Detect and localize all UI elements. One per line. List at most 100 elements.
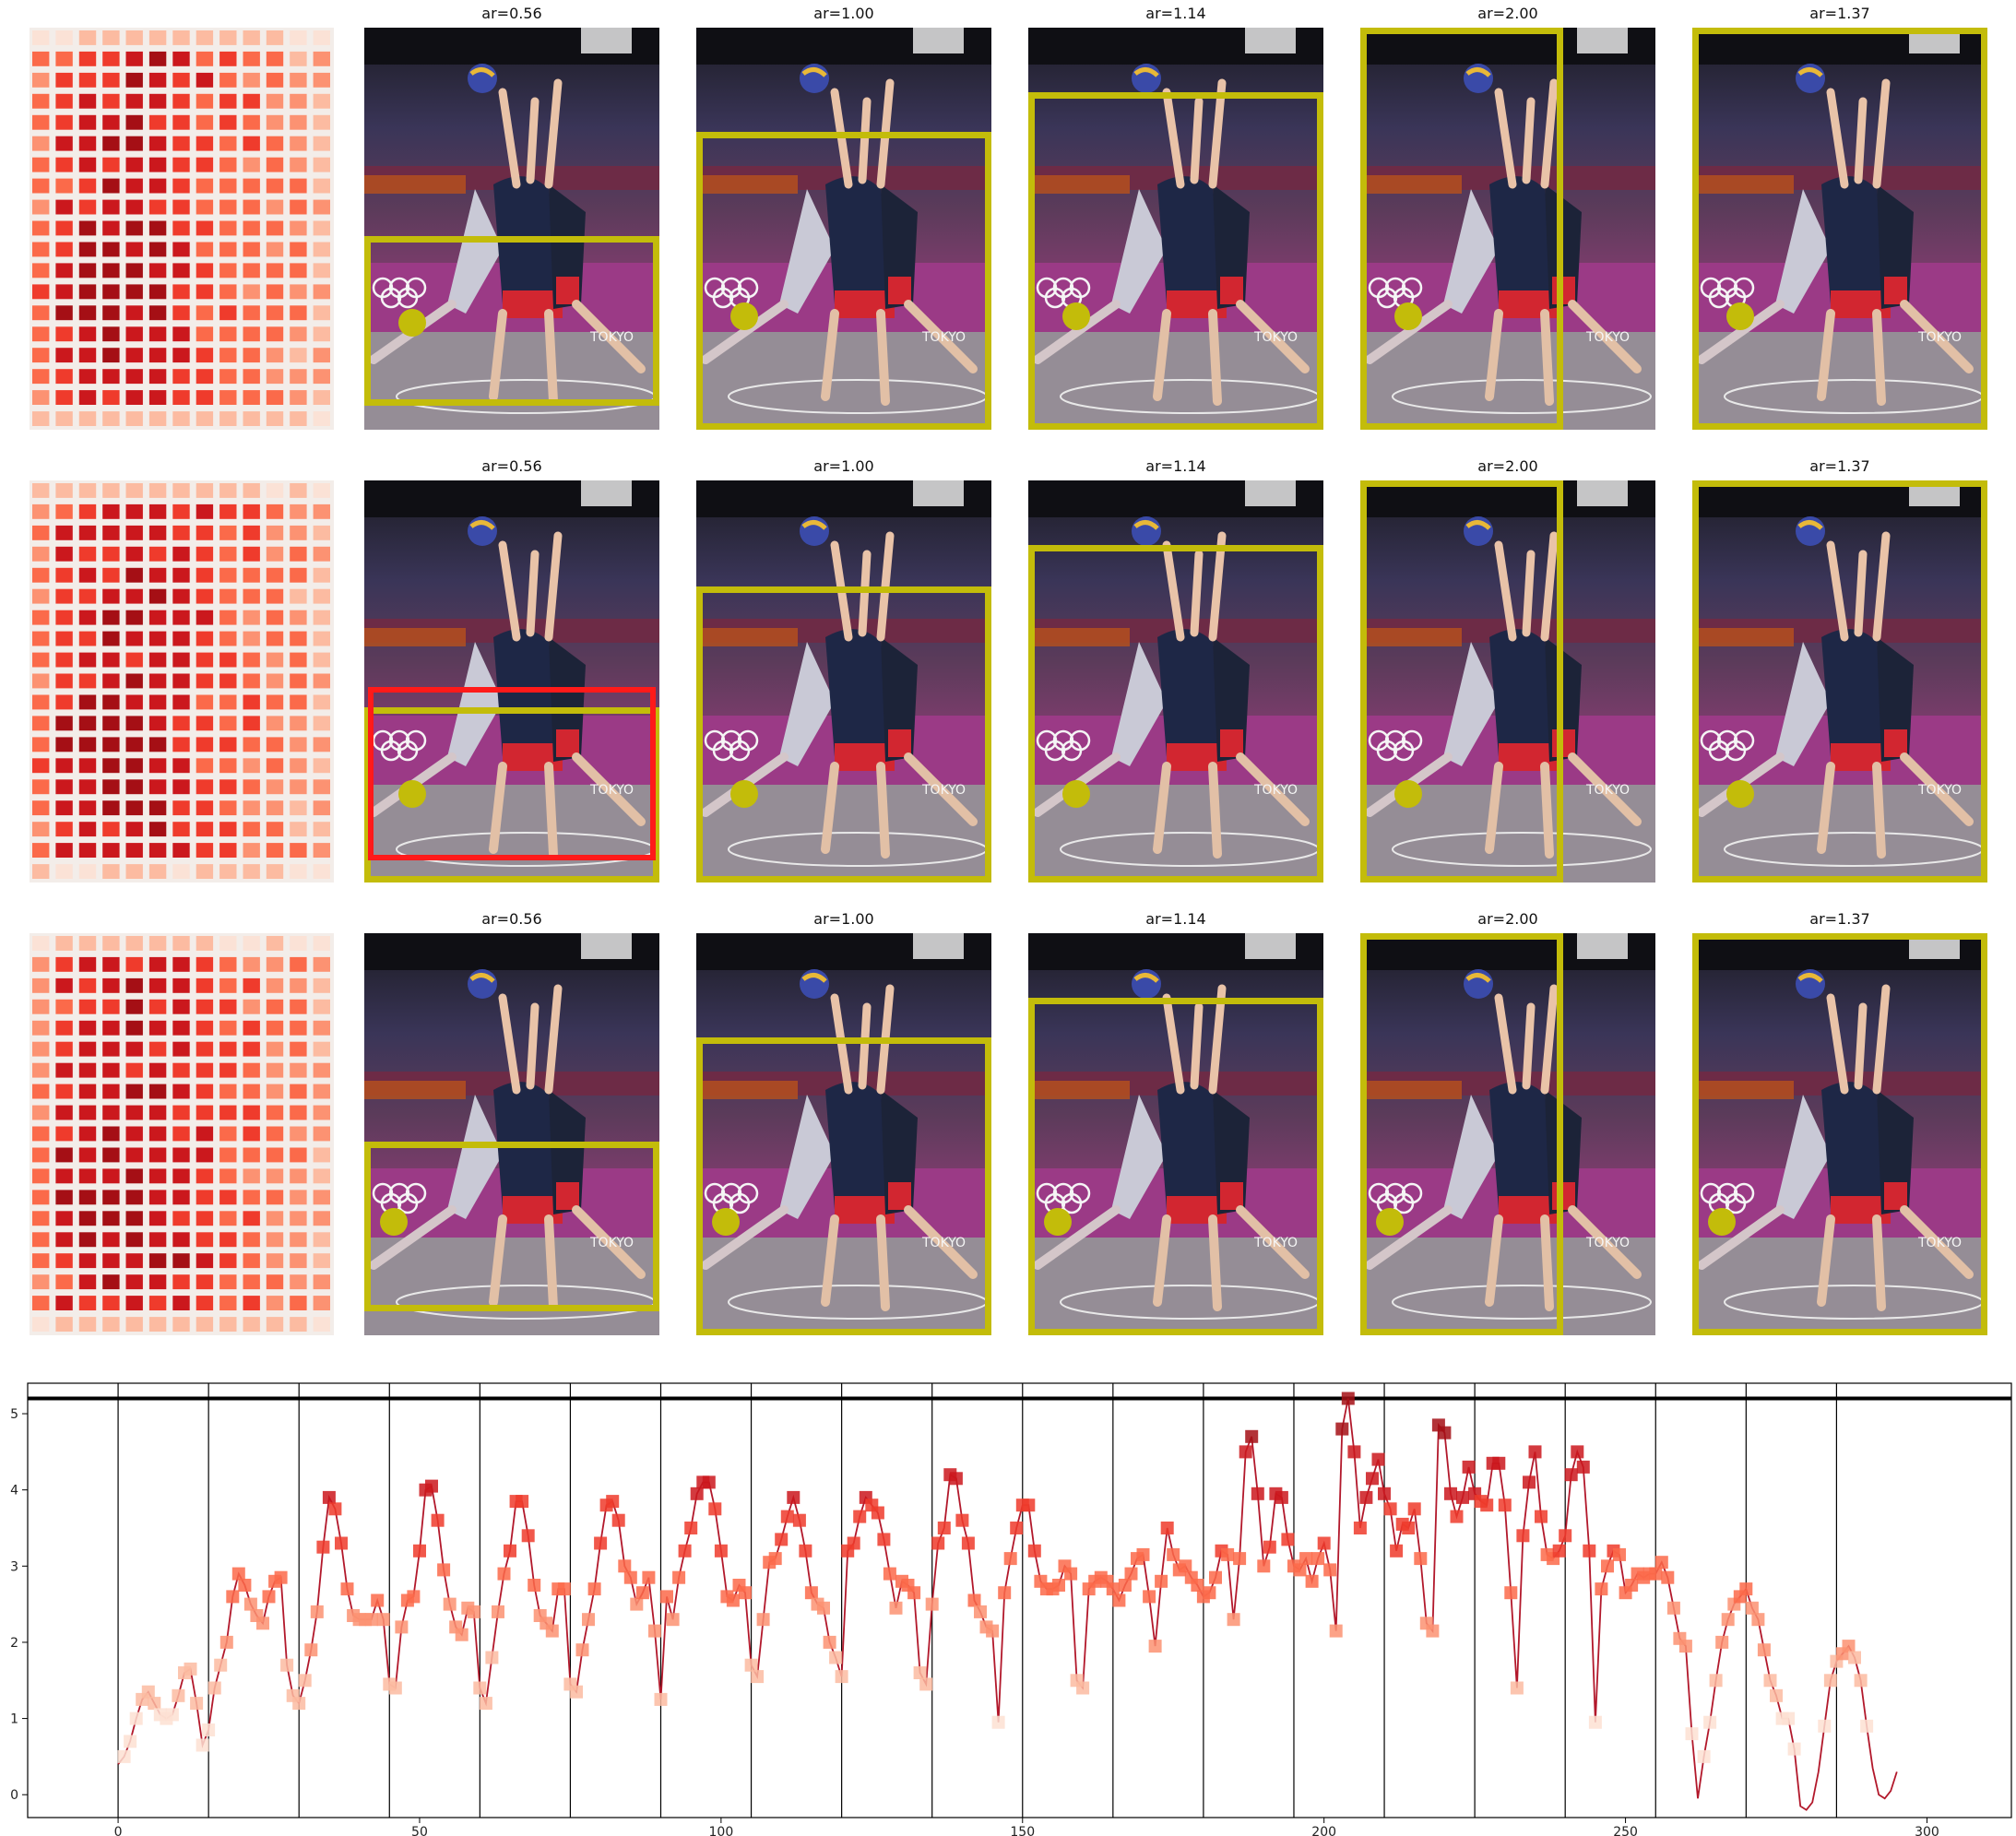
crop-box — [1692, 480, 1987, 882]
heatmap-cell — [102, 93, 120, 109]
heatmap-cell — [148, 51, 167, 66]
heatmap-cell — [125, 673, 143, 689]
heatmap-cell — [78, 51, 97, 66]
heatmap-cell — [196, 936, 214, 951]
heatmap-cell — [125, 822, 143, 837]
data-point — [847, 1536, 860, 1550]
data-point — [467, 1605, 480, 1618]
heatmap-cell — [313, 30, 330, 45]
panel-title: ar=0.56 — [481, 910, 542, 928]
heatmap-cell — [172, 588, 190, 604]
heatmap-cell — [219, 114, 237, 130]
heatmap-cell — [125, 956, 143, 972]
data-point — [949, 1472, 963, 1486]
data-point — [991, 1715, 1005, 1729]
heatmap-cell — [148, 30, 167, 45]
heatmap-cell — [125, 1232, 143, 1248]
heatmap-cell — [290, 843, 307, 858]
heatmap-cell — [243, 999, 260, 1014]
data-point — [274, 1570, 288, 1584]
heatmap-cell — [102, 1190, 120, 1205]
heatmap-cell — [148, 800, 167, 816]
heatmap-cell — [78, 30, 97, 45]
photo-panel: TOKYO — [1360, 28, 1655, 430]
heatmap-cell — [290, 178, 307, 194]
heatmap-cell — [55, 1041, 73, 1057]
heatmap-cell — [148, 1317, 167, 1332]
data-point — [1559, 1529, 1572, 1543]
data-point — [684, 1522, 698, 1534]
data-point — [1010, 1522, 1024, 1534]
heatmap-cell — [266, 326, 284, 342]
heatmap-cell — [290, 588, 307, 604]
heatmap-cell — [313, 1296, 330, 1310]
data-point — [1625, 1579, 1639, 1592]
heatmap-cell — [78, 1274, 97, 1290]
heatmap-cell — [55, 1168, 73, 1184]
heatmap-cell — [313, 157, 330, 172]
heatmap-cell — [172, 1062, 190, 1078]
heatmap-cell — [266, 1274, 284, 1290]
heatmap-cell — [125, 567, 143, 583]
heatmap-cell — [32, 716, 50, 731]
heatmap-cell — [32, 483, 50, 498]
y-tick-label: 1 — [10, 1712, 18, 1727]
heatmap-cell — [32, 936, 50, 951]
heatmap-cell — [102, 737, 120, 752]
data-point — [335, 1536, 348, 1550]
data-point — [1329, 1624, 1343, 1638]
heatmap-cell — [148, 242, 167, 257]
heatmap-cell — [148, 1232, 167, 1248]
heatmap-cell — [196, 369, 214, 385]
crop-box — [1028, 998, 1323, 1335]
svg-text:TOKYO: TOKYO — [589, 783, 634, 798]
heatmap-cell — [55, 652, 73, 668]
heatmap-cell — [55, 30, 73, 45]
heatmap-cell — [172, 546, 190, 562]
data-point — [967, 1593, 981, 1607]
heatmap-cell — [196, 263, 214, 278]
heatmap-cell — [313, 716, 330, 731]
data-point — [925, 1597, 939, 1611]
data-point — [395, 1620, 409, 1634]
heatmap-cell — [125, 1211, 143, 1226]
heatmap-cell — [148, 348, 167, 363]
heatmap-cell — [313, 977, 330, 993]
heatmap-cell — [55, 1084, 73, 1099]
heatmap-cell — [78, 483, 97, 498]
heatmap-cell — [172, 483, 190, 498]
heatmap-cell — [219, 1020, 237, 1036]
heatmap-cell — [266, 157, 284, 172]
data-point — [907, 1586, 921, 1600]
heatmap-cell — [125, 1296, 143, 1310]
heatmap-cell — [148, 1126, 167, 1142]
heatmap-cell — [290, 779, 307, 795]
heatmap-cell — [55, 114, 73, 130]
heatmap-cell — [148, 114, 167, 130]
photo-panel: TOKYO — [1692, 933, 1987, 1335]
heatmap-cell — [32, 1105, 50, 1120]
heatmap-cell — [196, 737, 214, 752]
data-point — [1245, 1429, 1259, 1443]
heatmap-cell — [290, 1296, 307, 1310]
data-point — [714, 1544, 728, 1558]
heatmap-cell — [148, 1190, 167, 1205]
data-point — [1378, 1487, 1391, 1500]
heatmap-cell — [290, 199, 307, 215]
heatmap-cell — [102, 1296, 120, 1310]
heatmap-cell — [172, 220, 190, 236]
data-point — [322, 1490, 336, 1504]
heatmap-cell — [290, 136, 307, 151]
heatmap-cell — [32, 525, 50, 540]
heatmap-cell — [219, 610, 237, 625]
heatmap-cell — [219, 588, 237, 604]
heatmap-cell — [196, 503, 214, 519]
heatmap-cell — [313, 1274, 330, 1290]
data-point — [1251, 1487, 1264, 1500]
heatmap-cell — [243, 199, 260, 215]
data-point — [292, 1697, 306, 1711]
heatmap-cell — [196, 220, 214, 236]
data-point — [635, 1586, 649, 1600]
heatmap-cell — [172, 1253, 190, 1269]
heatmap-cell — [290, 999, 307, 1014]
